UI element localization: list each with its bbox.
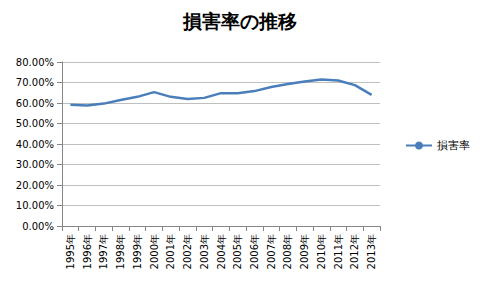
svg-text:30.00%: 30.00% [16,159,54,170]
svg-text:2012年: 2012年 [349,234,360,269]
svg-text:1998年: 1998年 [115,234,126,269]
svg-text:損害率の推移: 損害率の推移 [182,10,297,32]
svg-text:20.00%: 20.00% [16,180,54,191]
svg-text:2009年: 2009年 [299,234,310,269]
svg-text:1999年: 1999年 [132,234,143,269]
svg-text:60.00%: 60.00% [16,98,54,109]
svg-text:1997年: 1997年 [98,234,109,269]
svg-text:80.00%: 80.00% [16,57,54,68]
svg-text:2005年: 2005年 [232,234,243,269]
svg-text:70.00%: 70.00% [16,77,54,88]
svg-text:50.00%: 50.00% [16,118,54,129]
svg-text:2003年: 2003年 [199,234,210,269]
svg-text:2007年: 2007年 [266,234,277,269]
svg-text:2006年: 2006年 [249,234,260,269]
svg-text:40.00%: 40.00% [16,139,54,150]
svg-text:2001年: 2001年 [165,234,176,269]
svg-text:1996年: 1996年 [82,234,93,269]
svg-text:10.00%: 10.00% [16,200,54,211]
svg-text:1995年: 1995年 [65,234,76,269]
svg-text:2002年: 2002年 [182,234,193,269]
svg-text:2011年: 2011年 [333,234,344,269]
svg-text:2008年: 2008年 [282,234,293,269]
svg-text:0.00%: 0.00% [22,221,54,232]
svg-text:2010年: 2010年 [316,234,327,269]
svg-text:損害率: 損害率 [437,139,470,152]
svg-text:2004年: 2004年 [216,234,227,269]
svg-text:2000年: 2000年 [149,234,160,269]
svg-text:2013年: 2013年 [366,234,377,269]
